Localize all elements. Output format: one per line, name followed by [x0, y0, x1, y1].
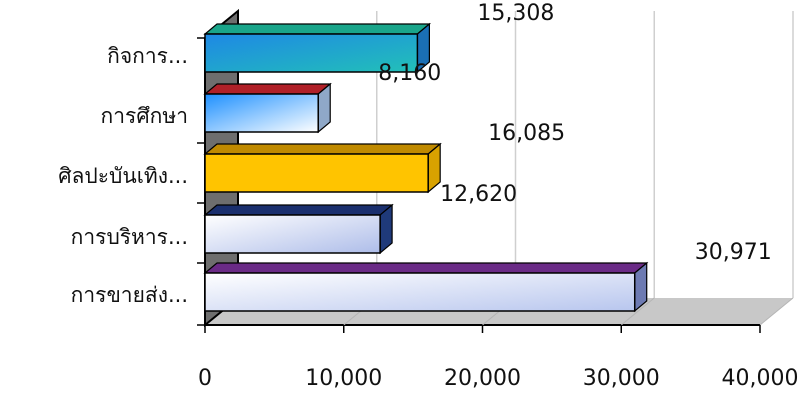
- data-label: 8,160: [378, 61, 441, 86]
- category-labels: การขายส่ง... การบริหาร... ศิลปะบันเทิง... ก…: [58, 44, 188, 307]
- category-label: การขายส่ง...: [71, 283, 188, 307]
- category-label: กิจการ...: [107, 44, 188, 68]
- bar-front: [204, 33, 419, 73]
- bar: [203, 22, 432, 74]
- bar-top: [203, 204, 394, 216]
- data-label: 15,308: [477, 1, 554, 26]
- bar: [203, 203, 394, 255]
- floor-gridline: [759, 297, 794, 326]
- bar: [203, 82, 332, 134]
- bar-top: [203, 23, 432, 35]
- bar-top: [203, 83, 332, 95]
- x-tick-label: 20,000: [444, 366, 521, 391]
- floor-gridline: [620, 297, 655, 326]
- x-tick-label: 0: [198, 366, 212, 391]
- x-tick-label: 30,000: [583, 366, 660, 391]
- bar-front: [204, 93, 319, 133]
- data-label: 16,085: [488, 121, 565, 146]
- bars: [203, 22, 649, 313]
- x-tick-label: 10,000: [305, 366, 382, 391]
- bar-front: [204, 272, 636, 312]
- category-label: ศิลปะบันเทิง...: [58, 164, 188, 188]
- category-label: การบริหาร...: [71, 225, 188, 249]
- x-tick-label: 40,000: [722, 366, 799, 391]
- data-labels: 30,971 12,620 16,085 8,160 15,308: [378, 1, 771, 265]
- bar: [203, 261, 649, 313]
- bar-top: [203, 262, 649, 274]
- bar-front: [204, 153, 429, 193]
- data-label: 12,620: [440, 182, 517, 207]
- category-label: การศึกษา: [101, 104, 188, 128]
- bar: [203, 142, 442, 194]
- data-label: 30,971: [695, 240, 772, 265]
- bar-front: [204, 214, 381, 254]
- x-axis-ticks: 0 10,000 20,000 30,000 40,000: [198, 325, 798, 391]
- bar-top: [203, 143, 442, 155]
- gridlines: [197, 11, 794, 326]
